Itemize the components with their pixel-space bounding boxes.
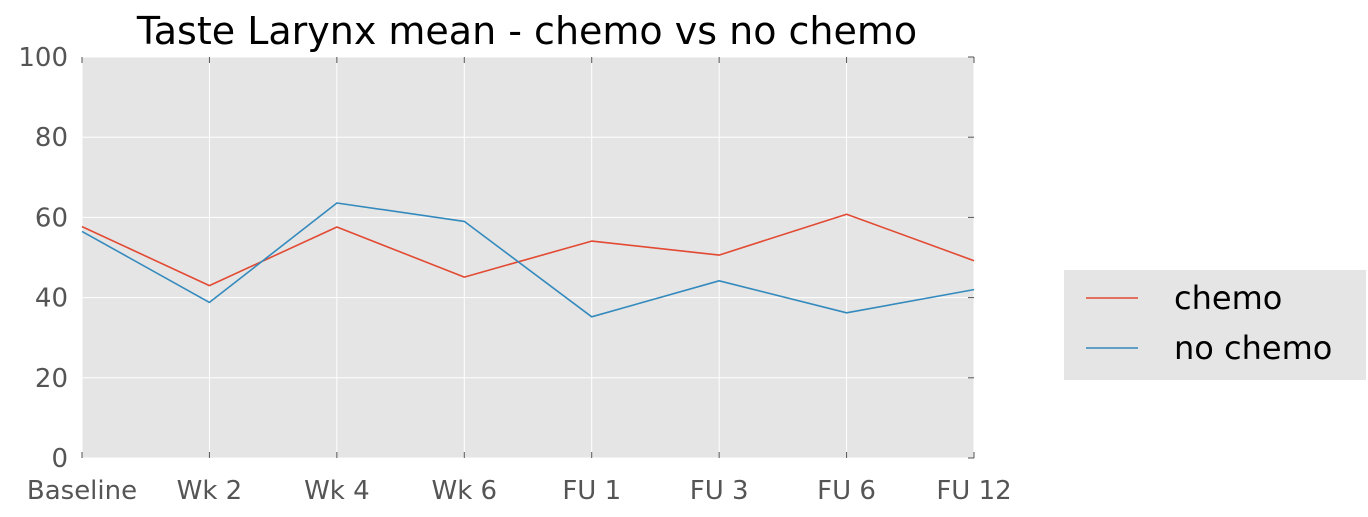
series-lines	[81, 202, 975, 318]
legend: chemo no chemo	[1064, 270, 1366, 380]
axis-ticks: Baseline Wk 2 Wk 4 Wk 6 FU 1 FU 3 FU 6 FU 12 0 20…	[18, 43, 1011, 506]
grid	[81, 56, 975, 459]
x-tick-label: Baseline	[27, 476, 137, 506]
legend-label: chemo	[1174, 279, 1282, 317]
legend-label: no chemo	[1174, 329, 1332, 367]
x-tick-label: FU 3	[690, 476, 749, 506]
y-tick-label: 80	[35, 123, 68, 153]
y-tick-label: 20	[35, 364, 68, 394]
y-tick-label: 40	[35, 284, 68, 314]
chart-title: Taste Larynx mean - chemo vs no chemo	[136, 9, 917, 53]
plot-area	[82, 57, 974, 458]
y-tick-label: 100	[18, 43, 68, 73]
x-tick-label: FU 1	[562, 476, 621, 506]
y-tick-label: 0	[51, 444, 68, 474]
series-line-chemo	[81, 213, 975, 287]
y-tick-label: 60	[35, 203, 68, 233]
x-tick-label: Wk 2	[177, 476, 243, 506]
x-tick-label: FU 6	[817, 476, 876, 506]
legend-box	[1064, 270, 1366, 380]
x-tick-label: FU 12	[936, 476, 1011, 506]
x-tick-label: Wk 6	[431, 476, 497, 506]
series-line-no-chemo	[81, 202, 975, 318]
x-tick-label: Wk 4	[304, 476, 370, 506]
